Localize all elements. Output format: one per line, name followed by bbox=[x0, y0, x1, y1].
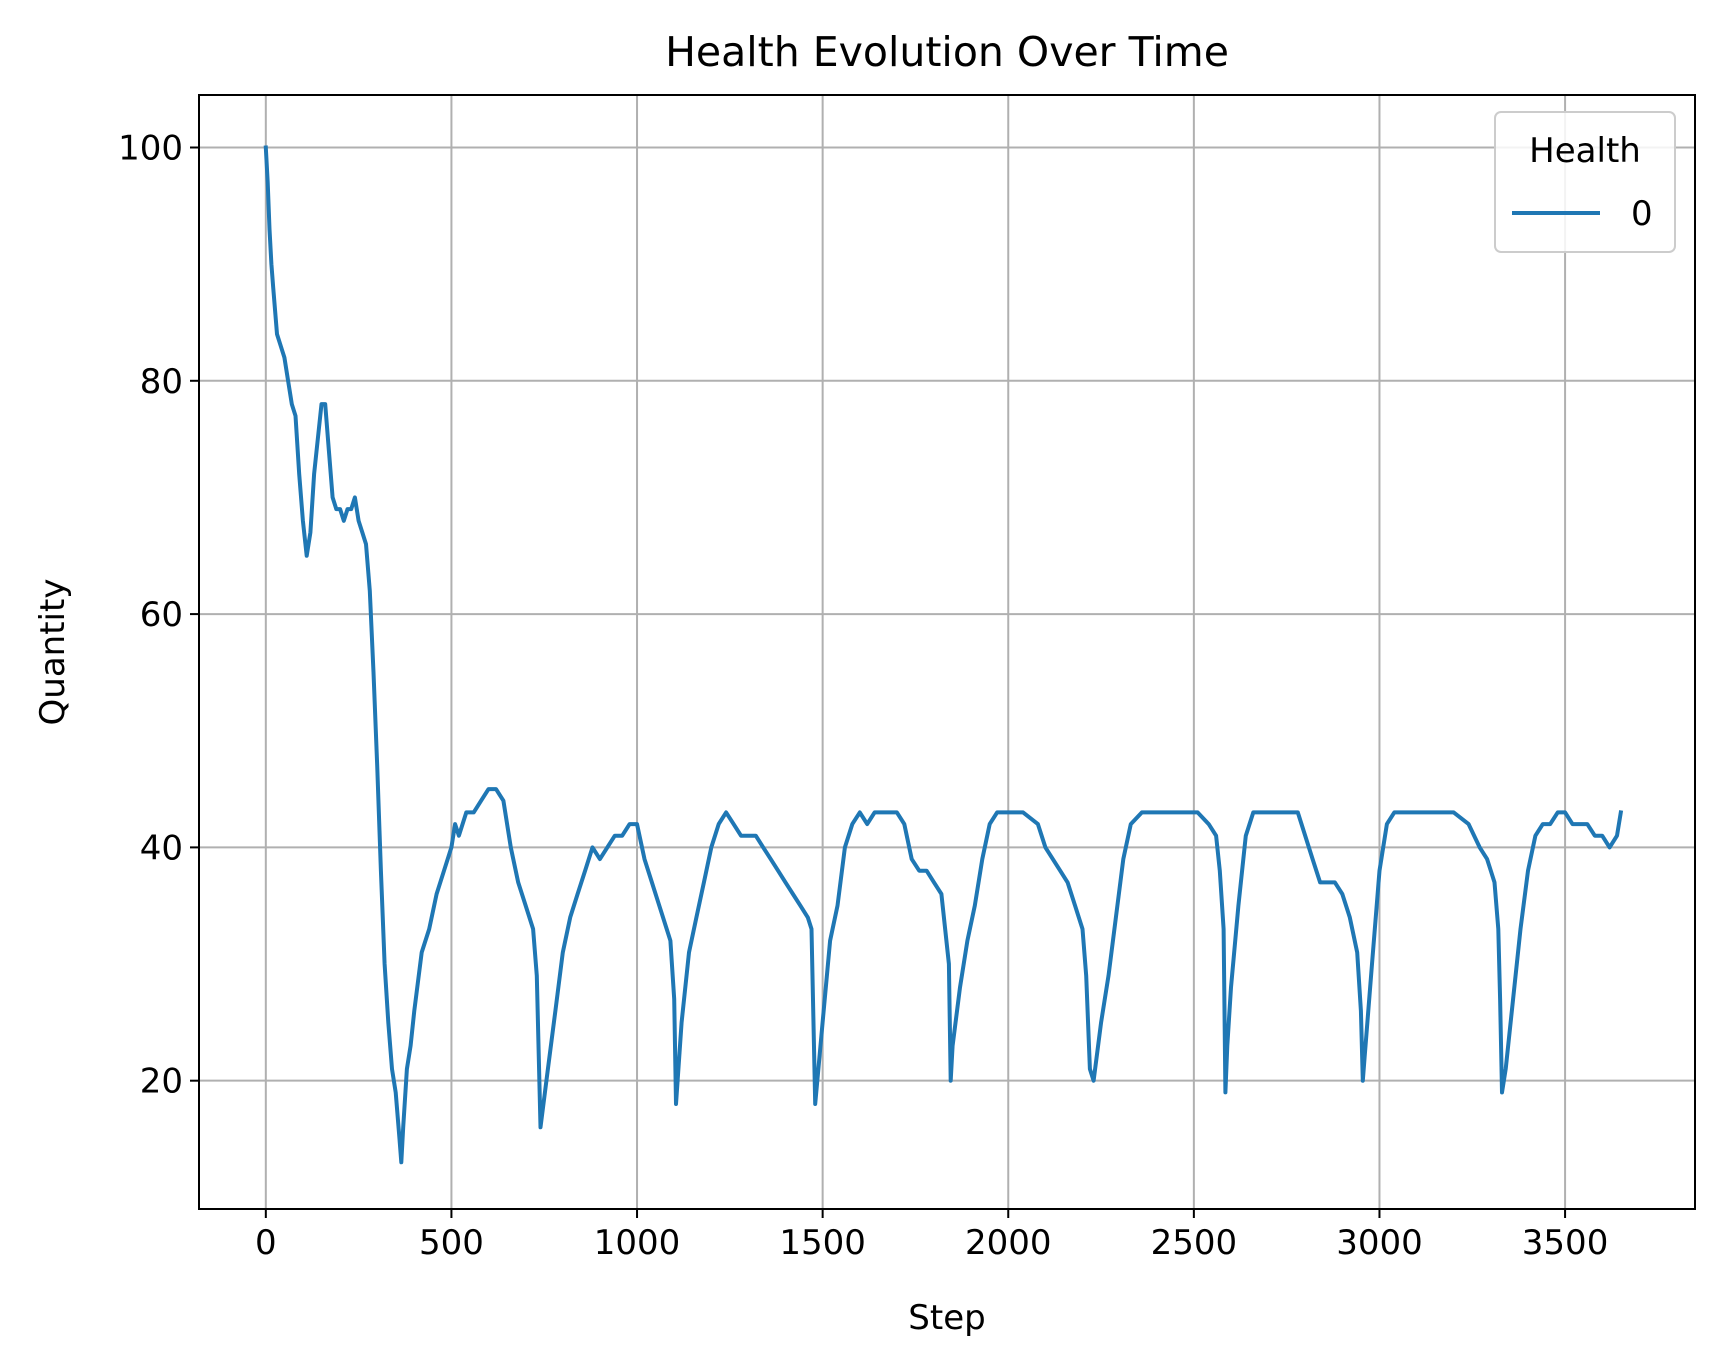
x-tick-label: 3000 bbox=[1336, 1223, 1423, 1263]
x-tick-label: 500 bbox=[419, 1223, 484, 1263]
x-tick-label: 1500 bbox=[779, 1223, 866, 1263]
axis-ticks: 0 500 1000 1500 2000 2500 3000 3500 20 40 60 80 100 bbox=[118, 128, 1608, 1263]
legend-box bbox=[1494, 111, 1676, 253]
series-line-0 bbox=[263, 145, 1624, 1165]
y-tick-label: 80 bbox=[140, 362, 183, 402]
x-tick-label: 2500 bbox=[1151, 1223, 1238, 1263]
grid-lines bbox=[199, 95, 1695, 1209]
plot-frame bbox=[198, 94, 1696, 1210]
y-axis-label: Quantity bbox=[33, 579, 73, 726]
x-axis-label: Step bbox=[908, 1298, 985, 1338]
y-tick-label: 40 bbox=[140, 828, 183, 868]
x-tick-label: 2000 bbox=[965, 1223, 1052, 1263]
y-tick-label: 100 bbox=[118, 128, 183, 168]
legend-title: Health bbox=[1529, 131, 1641, 171]
y-tick-label: 20 bbox=[140, 1062, 183, 1102]
x-tick-label: 0 bbox=[255, 1223, 277, 1263]
x-tick-label: 3500 bbox=[1522, 1223, 1609, 1263]
chart-title: Health Evolution Over Time bbox=[665, 28, 1229, 76]
legend: Health 0 bbox=[1494, 111, 1676, 253]
x-tick-label: 1000 bbox=[594, 1223, 681, 1263]
series-layer bbox=[263, 145, 1624, 1165]
legend-entry-label: 0 bbox=[1631, 194, 1653, 234]
y-tick-label: 60 bbox=[140, 595, 183, 635]
